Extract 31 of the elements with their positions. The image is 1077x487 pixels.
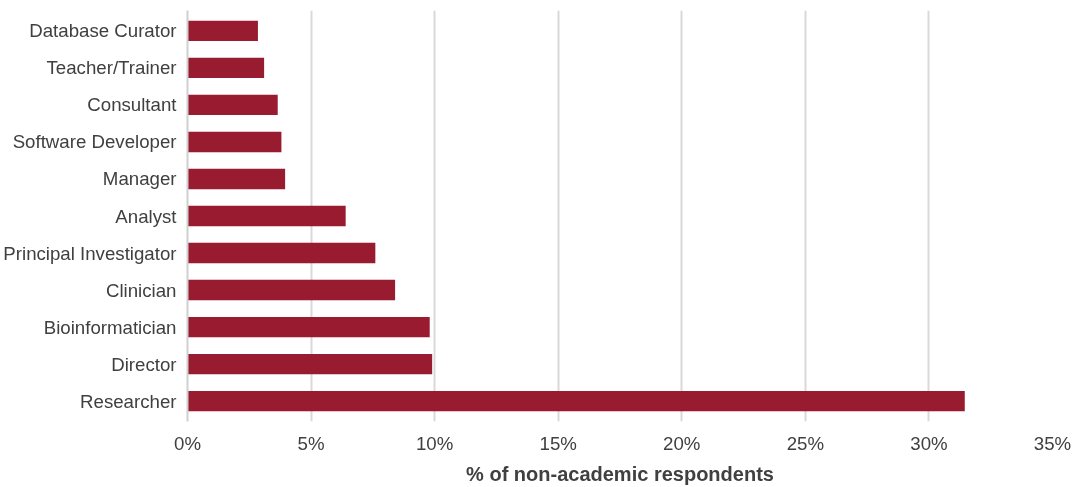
x-tick-label: 0% [174,432,201,454]
bar [187,279,396,301]
y-tick-label: Consultant [87,94,178,116]
y-tick-label: Teacher/Trainer [46,57,177,79]
bar [187,353,433,375]
bar [187,168,286,190]
y-tick-label: Director [111,353,177,375]
bar [187,57,265,79]
bar [187,131,282,153]
y-tick-label: Analyst [115,205,178,227]
x-tick-label: 35% [1033,432,1072,454]
y-tick-label: Software Developer [12,131,177,153]
y-tick-label: Manager [102,168,177,190]
y-tick-label: Clinician [105,279,177,301]
y-tick-label: Bioinformatician [43,316,177,338]
bar [187,20,258,42]
bar [187,316,430,338]
bar [187,94,278,116]
y-tick-label: Database Curator [29,20,177,42]
x-tick-label: 10% [415,432,454,454]
x-tick-label: 20% [663,432,701,454]
x-tick-label: 30% [910,432,948,454]
y-tick-label: Principal Investigator [3,242,177,264]
bar [187,205,346,227]
x-axis-title: % of non-academic respondents [466,462,774,485]
x-tick-label: 15% [539,432,577,454]
bar [187,390,965,412]
y-tick-label: Researcher [80,390,177,412]
x-tick-label: 5% [297,432,325,454]
x-tick-label: 25% [786,432,825,454]
bar [187,242,376,264]
